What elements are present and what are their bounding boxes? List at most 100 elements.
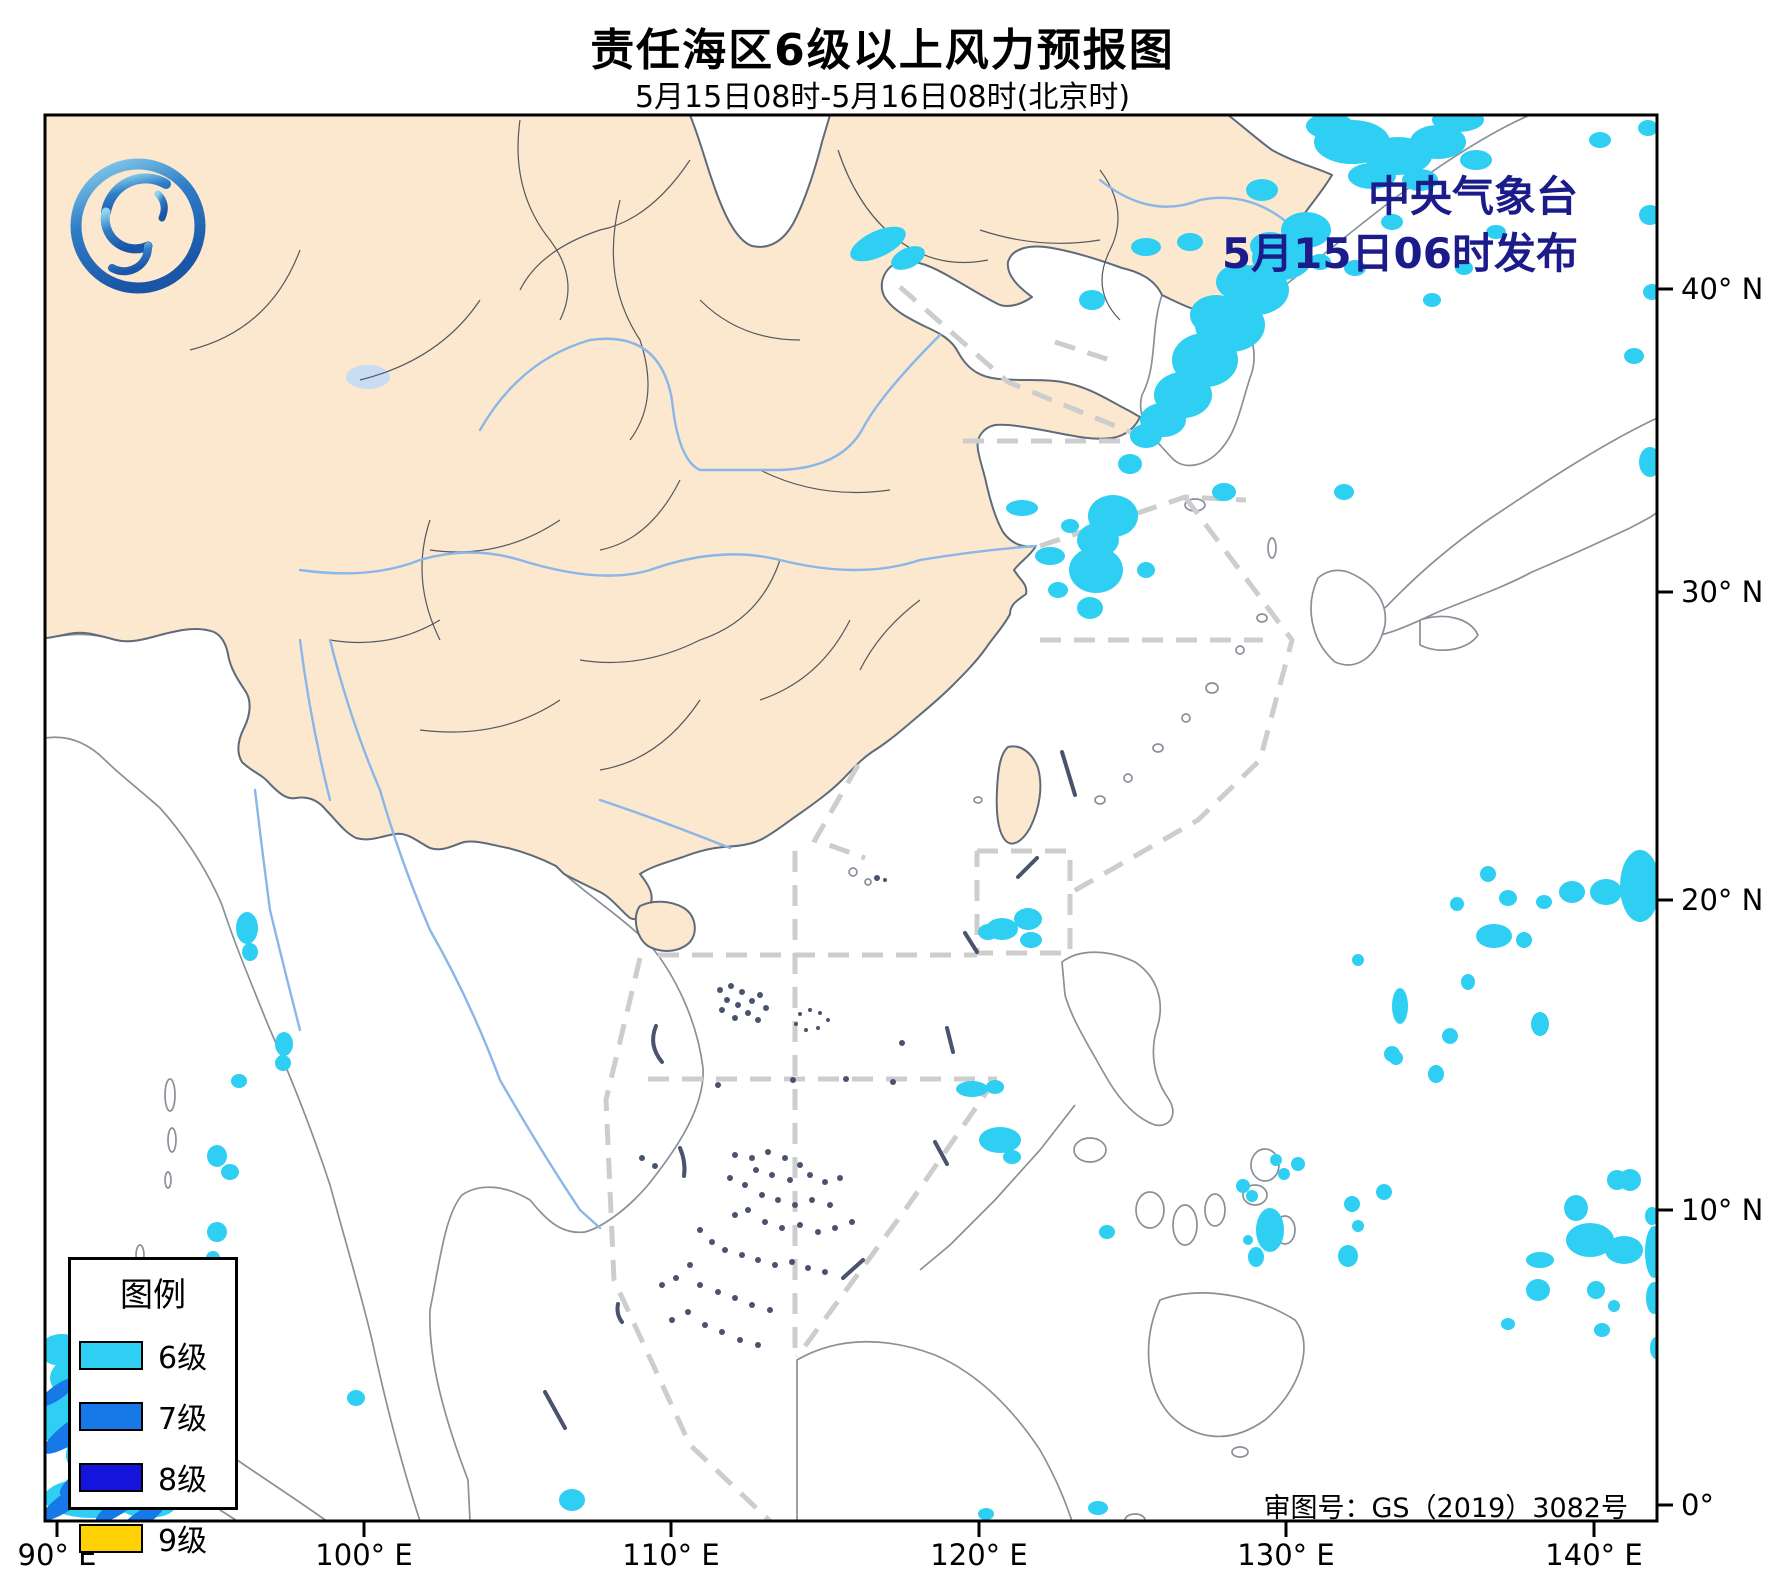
wind-patch (1645, 1207, 1657, 1225)
legend-swatch-icon (79, 1523, 143, 1553)
island-speck (755, 1257, 761, 1263)
wind-patch (1486, 225, 1506, 239)
wind-patch (1079, 290, 1105, 310)
wind-patch (1212, 483, 1236, 501)
wind-patch (1334, 484, 1354, 500)
lat-tick-label: 40° N (1681, 272, 1763, 306)
island-speck (652, 1163, 658, 1169)
wind-patch (1587, 1281, 1605, 1299)
wind-patch (1564, 1195, 1588, 1221)
map-frame (43, 113, 1659, 1523)
wind-patch (1381, 214, 1403, 230)
publisher-name: 中央气象台 (1367, 172, 1578, 221)
wind-patch (1455, 261, 1473, 275)
wind-patch (1643, 284, 1657, 300)
wind-patch (1536, 895, 1552, 909)
island-specks (639, 875, 905, 1348)
map-review-number: 审图号：GS（2019）3082号 (1263, 1493, 1629, 1524)
reef-stroke (963, 931, 979, 954)
island-speck (702, 1322, 708, 1328)
island-speck (804, 1028, 808, 1032)
wind-patch (231, 1074, 247, 1088)
reef-stroke (1016, 856, 1039, 879)
wind-patch (1131, 238, 1161, 256)
island-speck (790, 1077, 796, 1083)
wind-patch (1020, 932, 1042, 948)
island-speck (732, 1015, 738, 1021)
wind-patch (1450, 897, 1464, 911)
wind-patch (1566, 1223, 1614, 1257)
wind-patch (1590, 879, 1622, 905)
island-speck (797, 1222, 803, 1228)
island-speck (822, 1179, 828, 1185)
wind-patch (1278, 1168, 1290, 1180)
island-speck (818, 1011, 822, 1015)
sea-zone-boundaries (603, 285, 1295, 1521)
wind-patch (1638, 120, 1657, 136)
wind-patch (1442, 1028, 1458, 1044)
lon-tick-label: 120° E (930, 1538, 1027, 1572)
island-speck (739, 1252, 745, 1258)
publisher-block: 中央气象台 5月15日06时发布 (1222, 168, 1578, 282)
reef-stroke (651, 1024, 664, 1064)
kyushu-coastline (1310, 569, 1387, 666)
wind-patch (891, 246, 925, 270)
island-speck (816, 1026, 820, 1030)
island-speck (742, 1182, 748, 1188)
island-speck (787, 1177, 793, 1183)
island-speck (728, 983, 734, 989)
wind-patch (1309, 254, 1331, 270)
island-speck (759, 1192, 765, 1198)
island-speck (797, 1162, 803, 1168)
latitude-axis: 40° N 30° N 20° N 10° N 0° (1657, 272, 1763, 1522)
wind-patch (1402, 169, 1438, 191)
wind-patch (1216, 264, 1264, 300)
wind-patch (1639, 205, 1657, 225)
wind-patch (207, 1145, 227, 1167)
reef-stroke (945, 1026, 955, 1054)
wind-patch (1410, 125, 1466, 159)
reef-stroke (933, 1140, 949, 1166)
legend-rows: 6级 7级 8级 9级 (71, 1333, 235, 1560)
cma-logo (62, 150, 214, 306)
island-speck (715, 1082, 721, 1088)
island-speck (762, 1219, 768, 1225)
foreign-land (45, 294, 1657, 1521)
legend-swatch-icon (79, 1401, 143, 1431)
wind-patch (1291, 1157, 1305, 1171)
wind-patch (1646, 1282, 1657, 1314)
legend-item: 6级 (79, 1333, 235, 1377)
wind-patch (1069, 547, 1123, 593)
island-speck (808, 1008, 812, 1012)
wind-patch (1246, 1190, 1258, 1202)
reef-stroke (678, 1146, 687, 1178)
wind-patch (1501, 1318, 1515, 1330)
wind-patch (1006, 500, 1038, 516)
island-speck (717, 987, 723, 993)
forecast-period: 5月15日08时-5月16日08时(北京时) (634, 80, 1131, 115)
lat-tick-label: 10° N (1681, 1193, 1763, 1227)
reef-strokes (543, 750, 1077, 1430)
wind-patch (1428, 1065, 1444, 1083)
page-title: 责任海区6级以上风力预报图 (590, 25, 1175, 76)
wind-patch (1608, 1300, 1620, 1312)
wind-patch (1246, 179, 1278, 201)
wind-patch (1236, 1179, 1250, 1193)
wind-patch (1559, 881, 1585, 903)
island-speck (769, 1172, 775, 1178)
island-speck (659, 1282, 665, 1288)
wind-patch (1250, 232, 1290, 260)
reef-stroke (841, 1258, 865, 1280)
island-speck (826, 1018, 830, 1022)
reef-stroke (1060, 750, 1077, 797)
wind-patch (221, 1164, 239, 1180)
lon-tick-label: 130° E (1237, 1538, 1334, 1572)
island-speck (822, 1269, 828, 1275)
island-speck (782, 1155, 788, 1161)
legend-label: 8级 (158, 1463, 208, 1498)
wind-patch (1531, 1012, 1549, 1036)
island-speck (719, 1007, 725, 1013)
legend-item: 8级 (79, 1455, 235, 1499)
wind-patch (1088, 1501, 1108, 1515)
